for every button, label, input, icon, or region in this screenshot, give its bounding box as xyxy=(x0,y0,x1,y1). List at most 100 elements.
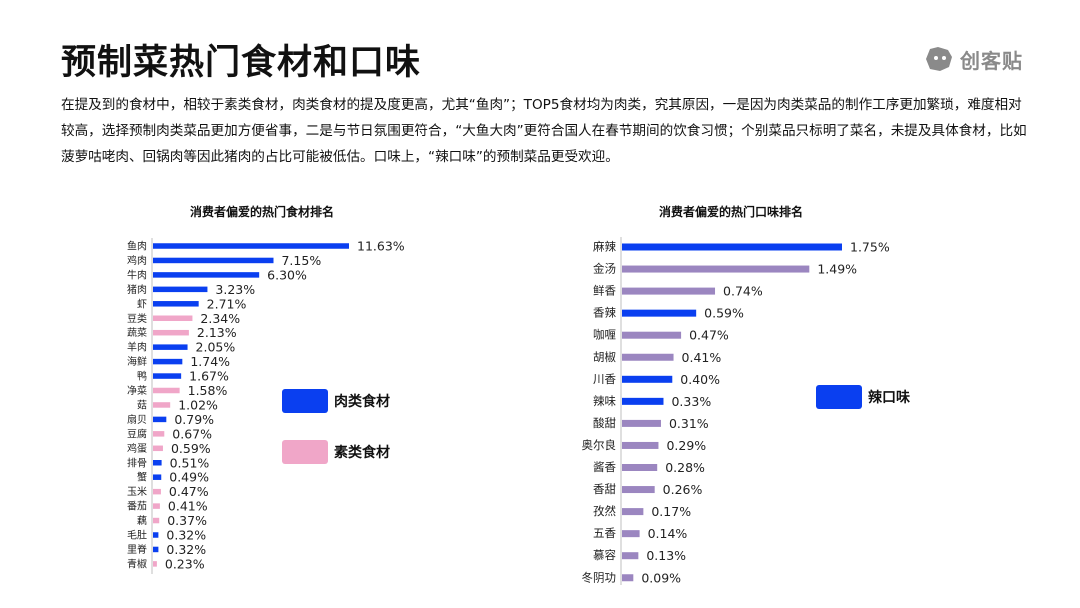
data-label: 7.15% xyxy=(281,253,321,268)
category-label: 里脊 xyxy=(127,543,147,556)
category-label: 咖喱 xyxy=(593,328,616,342)
data-label: 1.49% xyxy=(817,262,857,277)
category-label: 青椒 xyxy=(127,557,147,570)
category-label: 鸡肉 xyxy=(127,254,147,267)
category-label: 豆类 xyxy=(127,312,147,325)
data-label: 0.23% xyxy=(165,556,205,571)
category-label: 辣味 xyxy=(593,394,616,408)
category-label: 酸甜 xyxy=(593,416,616,430)
category-label: 慕容 xyxy=(593,548,616,562)
bar xyxy=(622,441,659,449)
bar xyxy=(622,464,658,471)
data-label: 0.74% xyxy=(723,284,763,299)
category-label: 扇贝 xyxy=(127,413,147,426)
category-label: 海鲜 xyxy=(127,355,147,368)
bar xyxy=(153,329,189,336)
bar xyxy=(153,373,182,379)
data-label: 0.47% xyxy=(169,484,209,499)
data-label: 0.33% xyxy=(671,394,711,409)
category-label: 豆腐 xyxy=(127,427,147,440)
data-label: 0.40% xyxy=(680,372,720,387)
bar xyxy=(153,272,260,278)
category-label: 蟹 xyxy=(137,471,147,484)
bar xyxy=(153,561,157,567)
data-label: 0.13% xyxy=(646,548,686,563)
data-label: 0.41% xyxy=(682,350,722,365)
category-label: 香辣 xyxy=(593,306,616,320)
category-label: 鸭 xyxy=(137,370,147,383)
data-label: 0.67% xyxy=(172,426,212,441)
category-label: 孜然 xyxy=(593,504,616,518)
data-label: 2.71% xyxy=(207,296,247,311)
data-label: 0.14% xyxy=(648,526,688,541)
data-label: 0.59% xyxy=(171,441,211,456)
bar xyxy=(153,460,162,466)
data-label: 3.23% xyxy=(215,282,255,297)
bar xyxy=(622,552,639,560)
data-label: 0.41% xyxy=(168,499,208,514)
data-label: 1.58% xyxy=(188,383,228,398)
category-label: 鱼肉 xyxy=(127,240,147,253)
data-label: 0.51% xyxy=(170,455,210,470)
bar xyxy=(153,503,160,509)
data-label: 1.75% xyxy=(850,240,890,255)
data-label: 0.79% xyxy=(174,412,214,427)
bar xyxy=(153,301,199,307)
data-label: 0.47% xyxy=(689,328,729,343)
category-label: 麻辣 xyxy=(593,240,616,254)
data-label: 0.26% xyxy=(663,482,703,497)
legend-swatch xyxy=(282,389,328,413)
bar xyxy=(153,257,274,264)
bar xyxy=(153,532,159,538)
bar xyxy=(622,265,810,273)
data-label: 0.32% xyxy=(166,542,206,557)
bar xyxy=(622,508,644,516)
bar xyxy=(622,530,640,538)
data-label: 0.49% xyxy=(169,470,209,485)
category-label: 牛肉 xyxy=(127,268,147,281)
category-label: 羊肉 xyxy=(127,341,147,354)
category-label: 奥尔良 xyxy=(582,438,617,452)
data-label: 1.02% xyxy=(178,397,218,412)
bar xyxy=(622,397,664,405)
category-label: 冬阴功 xyxy=(582,570,617,584)
bar xyxy=(153,402,171,408)
category-label: 番茄 xyxy=(127,500,147,513)
brand-logo[interactable]: 创客贴 xyxy=(924,44,1023,74)
category-label: 五香 xyxy=(593,526,616,540)
bar xyxy=(622,574,634,582)
category-label: 鸡蛋 xyxy=(127,442,147,455)
bar xyxy=(622,375,673,383)
data-label: 0.29% xyxy=(666,438,706,453)
category-label: 胡椒 xyxy=(593,350,616,364)
bar xyxy=(622,309,697,317)
category-label: 毛肚 xyxy=(127,530,147,542)
bar xyxy=(153,546,159,553)
data-label: 0.09% xyxy=(641,570,681,585)
category-label: 酱香 xyxy=(593,460,616,474)
category-label: 香甜 xyxy=(593,482,616,496)
bar xyxy=(153,416,167,423)
category-label: 鲜香 xyxy=(593,284,616,298)
data-label: 2.13% xyxy=(197,325,237,340)
bar xyxy=(153,517,160,524)
bar xyxy=(153,315,193,321)
category-label: 排骨 xyxy=(127,456,147,469)
data-label: 2.05% xyxy=(196,340,236,355)
chart-title: 消费者偏爱的热门食材排名 xyxy=(190,204,334,219)
bar xyxy=(622,287,716,295)
data-label: 0.32% xyxy=(166,528,206,543)
bar xyxy=(622,353,674,361)
bar xyxy=(153,286,208,293)
data-label: 1.74% xyxy=(190,354,230,369)
legend-swatch xyxy=(282,440,328,464)
legend-label: 素类食材 xyxy=(334,444,390,461)
category-label: 川香 xyxy=(593,372,616,386)
category-label: 净菜 xyxy=(127,384,147,397)
chart-title: 消费者偏爱的热门口味排名 xyxy=(659,204,803,219)
bar xyxy=(622,331,682,339)
data-label: 0.37% xyxy=(167,513,207,528)
data-label: 0.31% xyxy=(669,416,709,431)
